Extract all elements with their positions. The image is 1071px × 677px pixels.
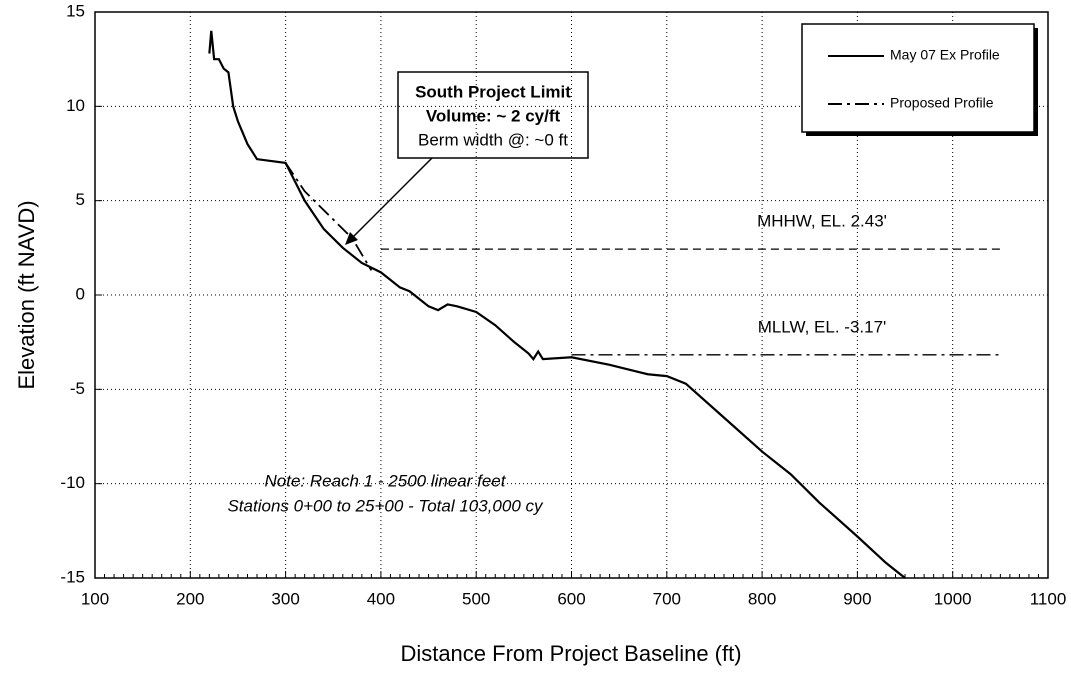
note: Note: Reach 1 - 2500 linear feet <box>265 471 507 490</box>
x-tick-label: 200 <box>176 589 204 608</box>
legend-label: May 07 Ex Profile <box>890 47 1000 63</box>
y-tick-label: 10 <box>66 96 85 115</box>
y-tick-label: -15 <box>60 567 85 586</box>
y-axis-label: Elevation (ft NAVD) <box>14 200 39 389</box>
line <box>208 30 906 579</box>
y-tick-label: -10 <box>60 473 85 492</box>
x-tick-label: 400 <box>367 589 395 608</box>
y-tick-label: 15 <box>66 1 85 20</box>
y-tick-label: 0 <box>76 284 85 303</box>
line <box>284 162 373 271</box>
callout-text: Volume: ~ 2 cy/ft <box>426 106 561 125</box>
y-tick-label: 5 <box>76 190 85 209</box>
legend-label: Proposed Profile <box>890 95 994 111</box>
y-tick-label: -5 <box>70 379 85 398</box>
x-tick-label: 700 <box>653 589 681 608</box>
x-tick-label: 600 <box>557 589 585 608</box>
note: Stations 0+00 to 25+00 - Total 103,000 c… <box>227 496 544 515</box>
callout-arrow <box>351 157 433 239</box>
x-tick-label: 1000 <box>934 589 972 608</box>
callout-box <box>397 71 589 159</box>
callout-text: South Project Limit <box>415 82 571 101</box>
x-tick-label: 800 <box>748 589 776 608</box>
x-tick-label: 300 <box>271 589 299 608</box>
reference-label: MHHW, EL. 2.43' <box>757 212 887 231</box>
x-tick-label: 900 <box>843 589 871 608</box>
legend <box>801 23 1035 133</box>
x-axis-label: Distance From Project Baseline (ft) <box>400 641 741 666</box>
x-tick-label: 1100 <box>1030 589 1067 608</box>
reference-label: MLLW, EL. -3.17' <box>758 317 887 336</box>
callout-text: Berm width @: ~0 ft <box>418 130 568 149</box>
x-tick-label: 500 <box>462 589 490 608</box>
x-tick-label: 100 <box>81 589 109 608</box>
